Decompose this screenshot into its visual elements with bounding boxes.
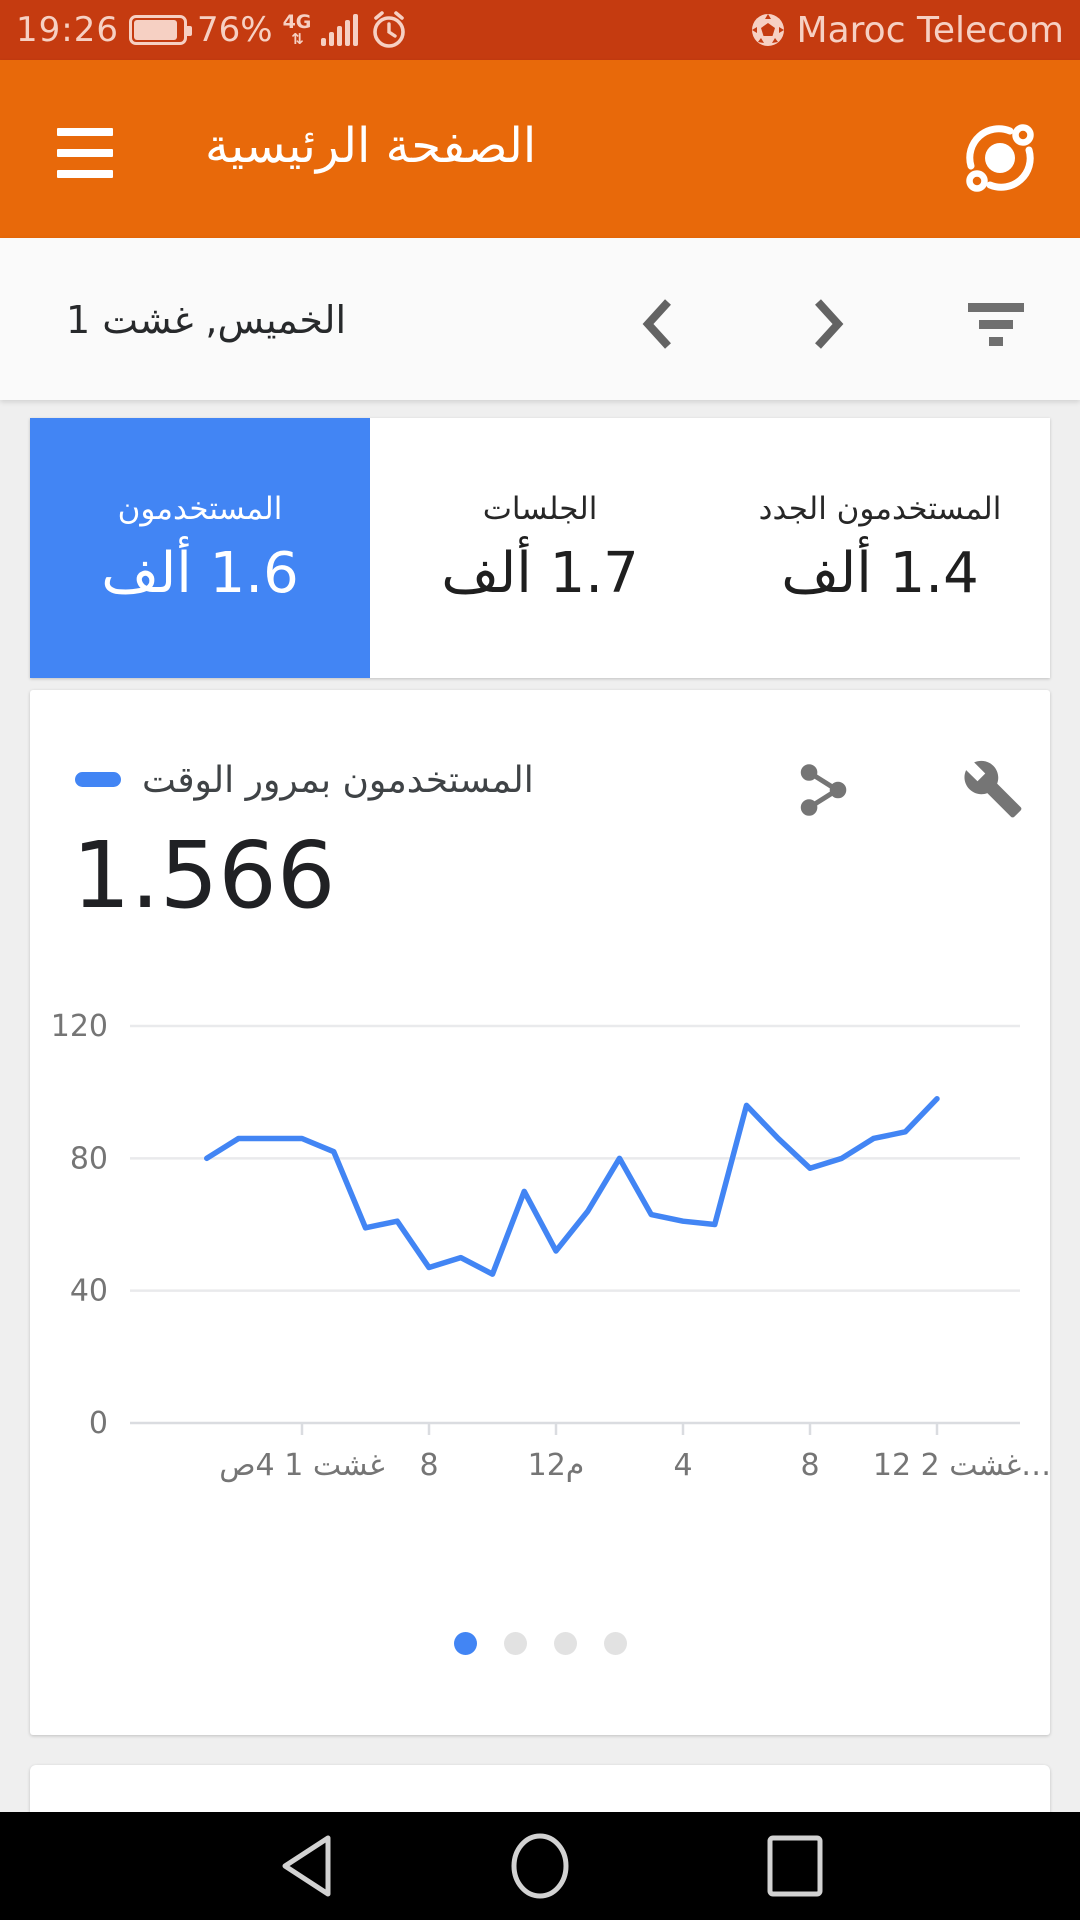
x-axis-label: 8 bbox=[800, 1448, 819, 1483]
x-axis-label: 8 bbox=[419, 1448, 438, 1483]
x-axis-label: 4 bbox=[673, 1448, 692, 1483]
signal-bars-icon bbox=[321, 14, 359, 46]
menu-icon[interactable] bbox=[57, 128, 113, 180]
y-axis-label: 80 bbox=[70, 1141, 108, 1176]
chevron-right-icon[interactable] bbox=[806, 296, 850, 352]
tab-sessions[interactable]: الجلسات 1.7 ألف bbox=[370, 418, 710, 678]
tab-value: 1.4 ألف bbox=[781, 540, 979, 606]
tab-value: 1.7 ألف bbox=[441, 540, 639, 606]
date-bar bbox=[0, 238, 1080, 400]
metric-tabs: المستخدمون 1.6 ألف الجلسات 1.7 ألف المست… bbox=[30, 418, 1050, 678]
tab-value: 1.6 ألف bbox=[101, 540, 299, 606]
x-axis-label: غشت 2 12… bbox=[873, 1448, 1050, 1483]
y-axis-label: 120 bbox=[51, 1009, 108, 1044]
series-legend-dash bbox=[75, 772, 121, 787]
intelligence-icon[interactable] bbox=[958, 116, 1042, 200]
share-icon[interactable] bbox=[796, 762, 852, 818]
selected-date-label[interactable]: الخميس, غشت 1 bbox=[66, 298, 347, 342]
filter-icon[interactable] bbox=[966, 303, 1026, 347]
battery-icon bbox=[128, 15, 192, 45]
y-axis-label: 0 bbox=[89, 1406, 108, 1441]
nav-home-icon[interactable] bbox=[511, 1833, 569, 1899]
nav-back-icon[interactable] bbox=[282, 1835, 331, 1897]
carrier-name: Maroc Telecom bbox=[796, 9, 1064, 51]
carousel-dot-2[interactable] bbox=[503, 1632, 527, 1655]
y-axis-label: 40 bbox=[70, 1274, 108, 1309]
status-right-cluster: Maroc Telecom bbox=[749, 10, 1064, 51]
page-title: الصفحة الرئيسية bbox=[205, 118, 537, 174]
x-axis-label: غشت 1 4ص bbox=[219, 1448, 384, 1483]
total-users-value: 1.566 bbox=[72, 822, 336, 929]
status-bar: 19:26 76% 4G ⇅ Maroc Telecom bbox=[0, 0, 1080, 60]
network-4g-icon: 4G ⇅ bbox=[282, 11, 312, 48]
carousel-dot-1[interactable] bbox=[453, 1632, 477, 1655]
chart-title: المستخدمون بمرور الوقت bbox=[142, 760, 534, 801]
carousel-pagination bbox=[30, 1632, 1050, 1655]
x-axis-label: 12م bbox=[528, 1448, 585, 1483]
tab-label: المستخدمون الجدد bbox=[758, 490, 1002, 527]
tab-label: المستخدمون bbox=[117, 490, 283, 527]
status-left-cluster: 19:26 76% 4G ⇅ bbox=[16, 9, 410, 51]
nav-recents-icon[interactable] bbox=[767, 1835, 823, 1897]
alarm-clock-icon bbox=[373, 11, 406, 48]
carousel-dot-3[interactable] bbox=[553, 1632, 577, 1655]
carousel-dot-4[interactable] bbox=[603, 1632, 627, 1655]
tab-users[interactable]: المستخدمون 1.6 ألف bbox=[30, 418, 370, 678]
android-nav-bar bbox=[0, 1812, 1080, 1920]
chevron-left-icon[interactable] bbox=[636, 296, 680, 352]
wrench-icon[interactable] bbox=[962, 758, 1024, 820]
battery-percent: 76% bbox=[196, 10, 273, 50]
users-over-time-card: المستخدمون بمرور الوقت 1.566 0 40 80 120 غشت… bbox=[30, 690, 1050, 1735]
users-line-chart: 0 40 80 120 غشت 1 4ص 8 12م 4 8 غشت 2 12… bbox=[51, 1009, 1050, 1483]
tab-new-users[interactable]: المستخدمون الجدد 1.4 ألف bbox=[710, 418, 1050, 678]
users-series-line bbox=[204, 1096, 940, 1277]
clock-time: 19:26 bbox=[16, 10, 119, 50]
tab-label: الجلسات bbox=[482, 490, 598, 527]
soccer-ball-icon bbox=[751, 14, 784, 46]
app-bar bbox=[0, 60, 1080, 238]
